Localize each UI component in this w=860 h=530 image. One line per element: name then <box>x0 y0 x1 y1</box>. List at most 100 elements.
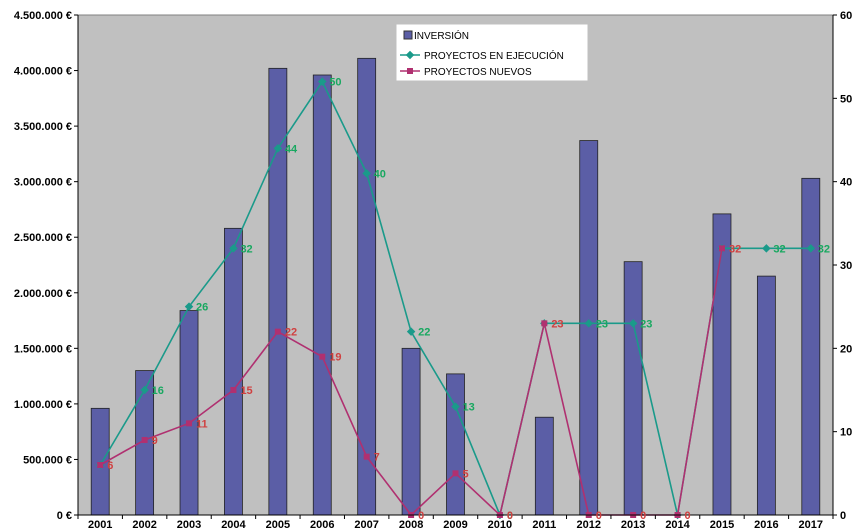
x-tick-label-2003: 2003 <box>177 519 201 530</box>
data-label-nuevos-2006: 19 <box>329 352 341 364</box>
point-ejecucion-2012 <box>584 319 593 328</box>
bars-group <box>90 57 821 516</box>
point-nuevos-2005 <box>274 328 281 335</box>
point-nuevos-2003 <box>186 420 193 427</box>
data-label-nuevos-2014: 0 <box>685 510 691 522</box>
y-left-tick-label: 1.500.000 € <box>14 343 72 355</box>
data-label-ejecucion-2012: 23 <box>596 318 608 330</box>
x-tick-label-2002: 2002 <box>132 519 156 530</box>
data-label-nuevos-2009: 5 <box>463 468 469 480</box>
bar-2013 <box>623 261 643 516</box>
x-tick-label-2016: 2016 <box>754 519 778 530</box>
x-tick-label-2005: 2005 <box>266 519 290 530</box>
x-tick-label-2008: 2008 <box>399 519 423 530</box>
point-nuevos-2011 <box>541 320 548 327</box>
point-ejecucion-2008 <box>406 327 416 336</box>
data-label-ejecucion-2004: 32 <box>240 243 252 255</box>
x-tick-label-2009: 2009 <box>443 519 467 530</box>
point-ejecucion-2013 <box>628 319 638 328</box>
y-left-tick-label: 2.500.000 € <box>14 232 72 244</box>
data-label-nuevos-2008: 0 <box>418 510 424 522</box>
data-label-nuevos-2002: 9 <box>152 435 158 447</box>
y-left-tick-label: 1.000.000 € <box>14 399 72 411</box>
bar-2016 <box>756 275 776 516</box>
x-tick-label-2007: 2007 <box>354 519 378 530</box>
point-nuevos-2001 <box>97 462 104 468</box>
bar-2003 <box>179 310 199 516</box>
bar-2006 <box>312 74 332 516</box>
y-right-tick-label: 60 <box>840 10 852 22</box>
bar-2005 <box>268 67 288 516</box>
y-left-tick-label: 3.500.000 € <box>14 121 72 133</box>
data-label-ejecucion-2002: 16 <box>152 385 164 397</box>
y-left-tick-label: 3.000.000 € <box>14 177 72 189</box>
y-left-tick-label: 4.000.000 € <box>14 66 72 78</box>
data-label-nuevos-2005: 22 <box>285 327 297 339</box>
y-left-tick-label: 2.000.000 € <box>14 288 72 300</box>
point-nuevos-2009 <box>452 470 459 477</box>
data-label-ejecucion-2013: 23 <box>640 318 652 330</box>
y-right-tick-label: 50 <box>840 93 852 105</box>
point-ejecucion-2002 <box>140 385 149 395</box>
point-nuevos-2002 <box>141 437 148 443</box>
y-left-tick-label: 0 € <box>57 510 72 522</box>
x-tick-label-2001: 2001 <box>88 519 112 530</box>
point-nuevos-2006 <box>319 353 326 360</box>
point-ejecucion-2006 <box>318 77 327 86</box>
point-ejecucion-2004 <box>229 244 238 253</box>
data-label-ejecucion-2010: 0 <box>507 510 513 522</box>
data-label-nuevos-2012: 0 <box>596 510 602 522</box>
data-label-ejecucion-2003: 26 <box>196 302 208 314</box>
bar-2004 <box>224 227 243 516</box>
x-tick-label-2004: 2004 <box>221 519 246 530</box>
legend-label-inversion: INVERSIÓN <box>414 29 469 42</box>
data-label-ejecucion-2005: 44 <box>285 143 298 155</box>
data-label-nuevos-2007: 7 <box>374 452 380 464</box>
axes-group: 0 € 500.000 € 1.000.000 € 1.500.000 € 2.000.… <box>14 10 852 530</box>
data-label-ejecucion-2017: 32 <box>818 243 830 255</box>
legend-box <box>396 24 588 81</box>
bar-2015 <box>712 213 732 516</box>
point-nuevos-2015 <box>718 245 725 252</box>
data-label-nuevos-2011: 23 <box>551 318 563 330</box>
point-ejecucion-2003 <box>184 302 194 311</box>
legend-marker-nuevos <box>407 68 413 74</box>
data-label-nuevos-2003: 11 <box>196 418 208 430</box>
y-right-tick-label: 0 <box>840 510 846 522</box>
legend: INVERSIÓN PROYECTOS EN EJECUCIÓN PROYECT… <box>396 24 588 81</box>
y-left-tick-label: 4.500.000 € <box>14 10 72 22</box>
data-label-ejecucion-2009: 13 <box>463 402 475 414</box>
bar-2007 <box>357 57 377 516</box>
data-label-nuevos-2013: 0 <box>640 510 646 522</box>
y-right-tick-label: 30 <box>840 260 852 272</box>
legend-marker-ejecucion <box>405 50 415 60</box>
y-right-tick-label: 10 <box>840 427 852 439</box>
point-ejecucion-2005 <box>273 144 283 153</box>
data-label-nuevos-2004: 15 <box>240 385 252 397</box>
data-label-ejecucion-2007: 40 <box>374 168 386 180</box>
y-right-tick-label: 20 <box>840 343 852 355</box>
point-ejecucion-2007 <box>362 169 371 178</box>
x-tick-label-2012: 2012 <box>576 519 600 530</box>
data-label-nuevos-2015: 32 <box>729 243 741 255</box>
point-nuevos-2004 <box>230 387 237 393</box>
x-tick-label-2010: 2010 <box>488 519 512 530</box>
y-right-tick-label: 40 <box>840 177 852 189</box>
bar-2008 <box>401 347 421 516</box>
data-label-ejecucion-2006: 50 <box>329 77 341 89</box>
data-label-ejecucion-2016: 32 <box>773 243 785 255</box>
x-tick-label-2006: 2006 <box>310 519 334 530</box>
x-tick-label-2017: 2017 <box>799 519 823 530</box>
x-tick-label-2014: 2014 <box>665 519 690 530</box>
bar-2011 <box>534 416 554 516</box>
legend-label-ejecucion: PROYECTOS EN EJECUCIÓN <box>424 49 564 62</box>
y-left-tick-label: 500.000 € <box>23 454 72 466</box>
x-tick-label-2015: 2015 <box>710 519 734 530</box>
point-nuevos-2007 <box>363 453 370 460</box>
data-label-nuevos-2001: 6 <box>107 460 113 472</box>
bar-2017 <box>801 177 821 516</box>
point-ejecucion-2009 <box>451 402 460 411</box>
legend-swatch-inversion <box>403 30 413 40</box>
